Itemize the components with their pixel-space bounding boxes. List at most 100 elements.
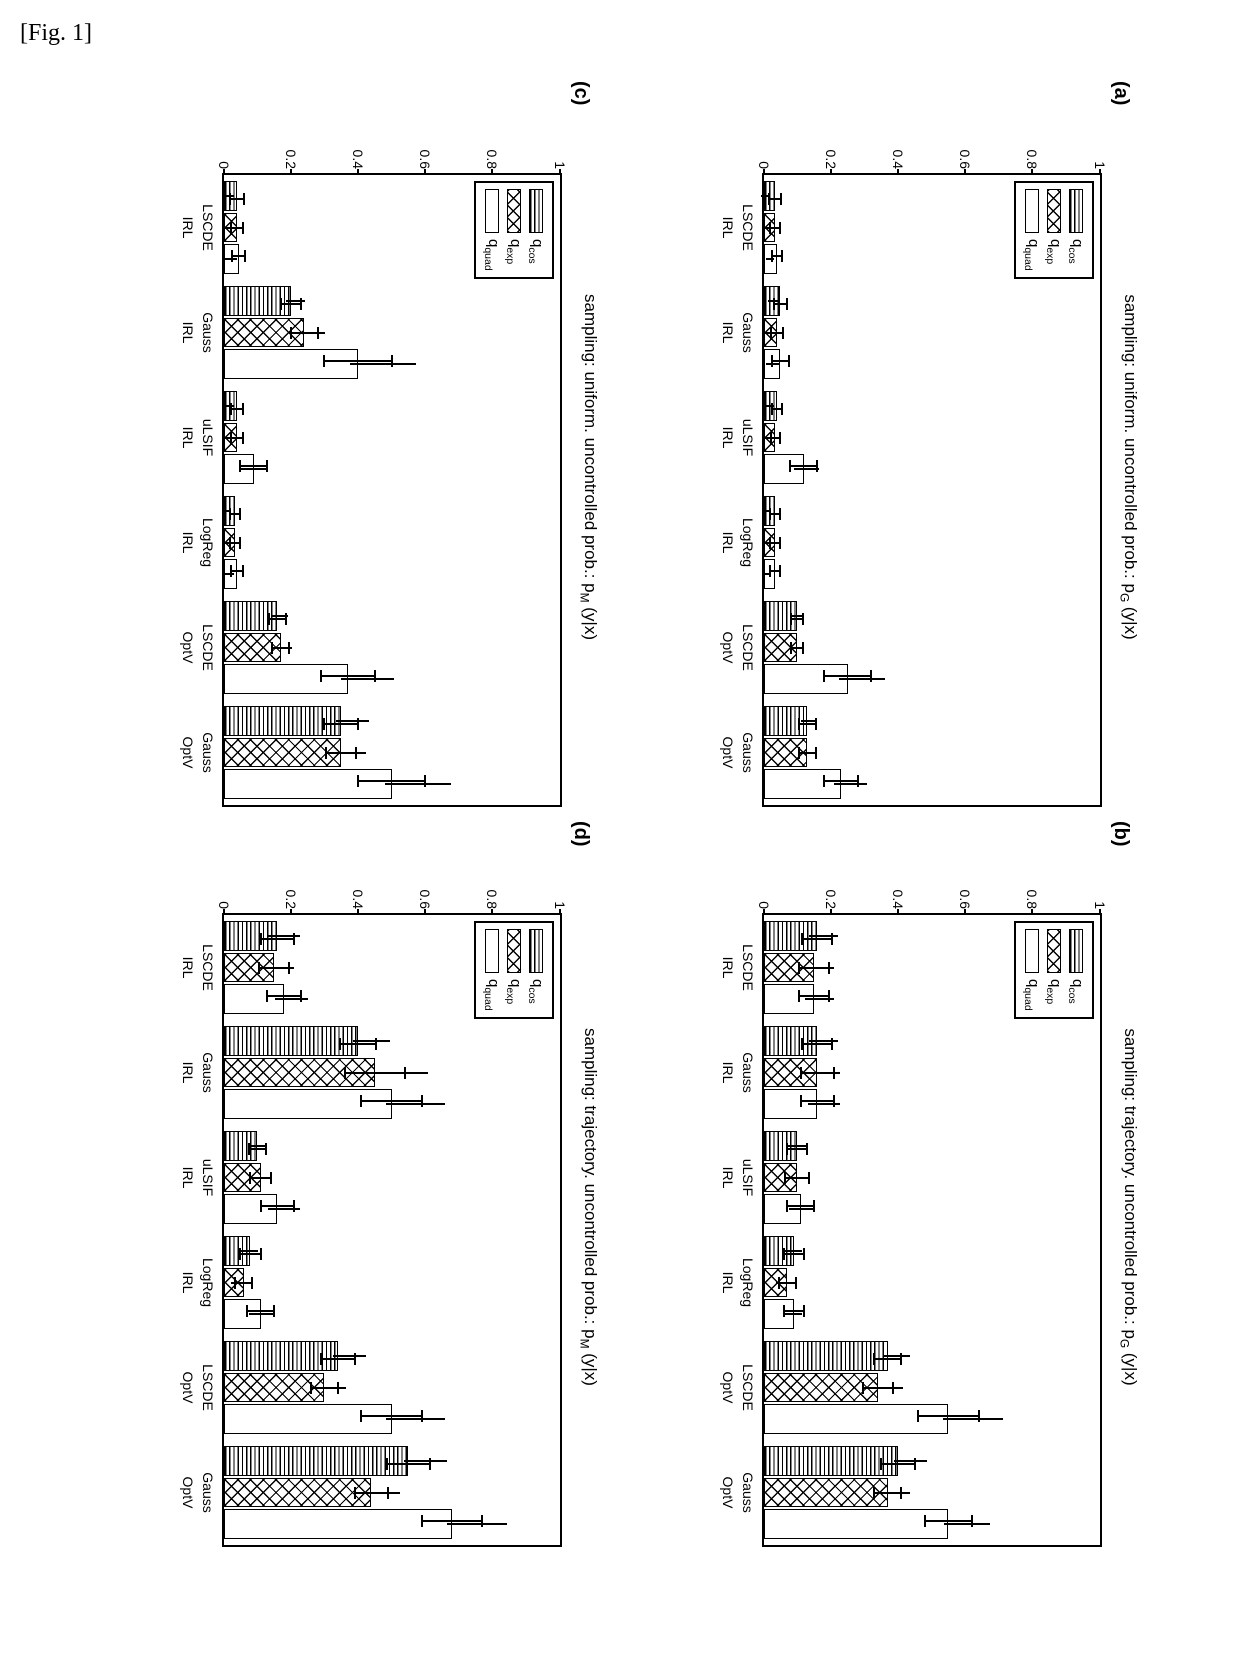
chart-panel: (c)sampling: uniform. uncontrolled prob.… — [100, 117, 600, 817]
error-cap — [798, 962, 800, 974]
error-cap — [813, 1200, 815, 1212]
bar — [224, 1299, 261, 1329]
bar — [764, 1299, 794, 1329]
bar — [764, 1446, 898, 1476]
x-tick-label-top: Gauss — [740, 1440, 756, 1545]
legend-swatch — [1047, 929, 1061, 973]
error-cap — [778, 1277, 780, 1289]
error-cap — [808, 1172, 810, 1184]
error-bar — [326, 752, 356, 754]
plot-area: normalized squared error00.20.40.60.81qc… — [152, 117, 572, 817]
bar — [764, 664, 848, 694]
bar — [224, 1236, 251, 1266]
legend-label: qcos — [526, 239, 546, 264]
error-cap — [802, 613, 804, 625]
y-tick-label: 0.8 — [484, 871, 500, 909]
bar-group: LogRegIRL — [764, 1230, 1100, 1335]
error-cap — [828, 990, 830, 1002]
error-cap — [234, 1277, 236, 1289]
error-cap — [769, 508, 771, 520]
error-cap — [273, 1305, 275, 1317]
error-cap — [780, 193, 782, 205]
error-bar — [321, 1358, 355, 1360]
x-tick-label-top: Gauss — [200, 1020, 216, 1125]
error-bar — [787, 1205, 814, 1207]
error-cap — [798, 990, 800, 1002]
error-cap — [243, 193, 245, 205]
error-cap — [354, 1353, 356, 1365]
x-tick-label-bottom: IRL — [720, 490, 736, 595]
error-bar — [361, 1100, 421, 1102]
error-cap — [268, 613, 270, 625]
error-cap — [260, 1248, 262, 1260]
error-cap — [784, 1172, 786, 1184]
x-tick-label-bottom: OptV — [180, 700, 196, 805]
x-tick-label-top: LSCDE — [740, 915, 756, 1020]
legend-label: qcos — [1066, 239, 1086, 264]
bar — [764, 706, 808, 736]
error-cap — [801, 1038, 803, 1050]
error-bar — [801, 1100, 835, 1102]
error-bar — [358, 780, 425, 782]
error-cap — [229, 537, 231, 549]
error-cap — [862, 1382, 864, 1394]
bar-group: LSCDEOptV — [764, 595, 1100, 700]
error-cap — [773, 298, 775, 310]
bar — [764, 769, 841, 799]
bar-group: LogRegIRL — [764, 490, 1100, 595]
legend-swatch — [507, 189, 521, 233]
error-cap — [310, 1382, 312, 1394]
error-bar — [281, 303, 301, 305]
error-bar — [269, 618, 286, 620]
error-bar — [874, 1492, 901, 1494]
y-tick-label: 0.2 — [823, 871, 839, 909]
legend: qcosqexpqquad — [1014, 181, 1094, 279]
error-bar — [774, 303, 787, 305]
legend-swatch — [1025, 929, 1039, 973]
error-cap — [900, 1353, 902, 1365]
legend-swatch — [485, 929, 499, 973]
bar — [224, 664, 348, 694]
bar — [764, 1341, 888, 1371]
error-cap — [798, 747, 800, 759]
error-bar — [259, 967, 289, 969]
y-tick-label: 0.4 — [350, 871, 366, 909]
error-cap — [857, 775, 859, 787]
x-tick-label-top: LSCDE — [200, 1335, 216, 1440]
error-bar — [340, 1043, 377, 1045]
y-tick-label: 0.2 — [823, 131, 839, 169]
legend-label: qexp — [1044, 979, 1064, 1004]
legend-label: qexp — [1044, 239, 1064, 264]
error-cap — [779, 537, 781, 549]
error-cap — [251, 1277, 253, 1289]
x-tick-label-top: LogReg — [740, 490, 756, 595]
error-cap — [320, 1353, 322, 1365]
bar — [224, 921, 278, 951]
legend: qcosqexpqquad — [1014, 921, 1094, 1019]
plot-area: normalized squared error00.20.40.60.81qc… — [692, 857, 1112, 1557]
error-bar — [787, 1148, 807, 1150]
error-cap — [280, 298, 282, 310]
panel-title: sampling: uniform. uncontrolled prob.: p… — [578, 117, 600, 817]
legend-swatch — [1047, 189, 1061, 233]
legend-label: qcos — [526, 979, 546, 1004]
error-cap — [230, 565, 232, 577]
x-tick-label-bottom: OptV — [180, 595, 196, 700]
x-tick-label-top: Gauss — [200, 700, 216, 805]
x-tick-label-bottom: IRL — [720, 1020, 736, 1125]
figure-label: [Fig. 1] — [20, 20, 1220, 47]
x-tick-label-top: uLSIF — [740, 1125, 756, 1230]
x-tick-label-bottom: IRL — [720, 175, 736, 280]
legend-label: qquad — [482, 979, 502, 1011]
error-bar — [799, 995, 829, 997]
error-cap — [242, 403, 244, 415]
error-cap — [789, 460, 791, 472]
error-cap — [260, 933, 262, 945]
bar — [224, 1509, 452, 1539]
chart-panel: (b)sampling: trajectory. uncontrolled pr… — [640, 857, 1140, 1557]
error-cap — [288, 642, 290, 654]
error-cap — [266, 460, 268, 472]
legend-row: qexp — [504, 189, 524, 271]
error-cap — [769, 565, 771, 577]
error-cap — [914, 1458, 916, 1470]
